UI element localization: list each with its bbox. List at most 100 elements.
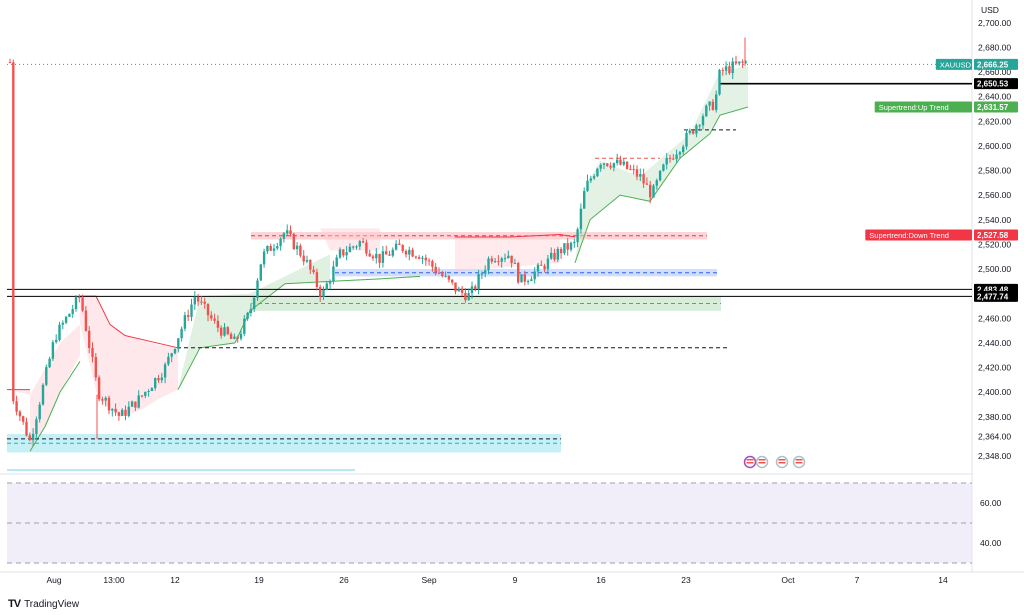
- candle-body[interactable]: [711, 101, 715, 110]
- candle-body[interactable]: [474, 286, 477, 289]
- candle-body[interactable]: [741, 61, 744, 63]
- candle-body[interactable]: [295, 245, 299, 250]
- price-label-value[interactable]: 2,631.57: [977, 103, 1009, 112]
- candle-body[interactable]: [45, 367, 48, 385]
- candle-body[interactable]: [74, 296, 78, 310]
- candle-body[interactable]: [536, 264, 540, 272]
- candle-body[interactable]: [579, 208, 583, 230]
- candle-body[interactable]: [583, 191, 586, 209]
- candle-body[interactable]: [596, 168, 599, 177]
- candle-body[interactable]: [15, 401, 18, 412]
- candle-body[interactable]: [573, 242, 576, 244]
- candle-body[interactable]: [246, 312, 249, 319]
- candle-body[interactable]: [193, 297, 196, 305]
- candle-body[interactable]: [121, 409, 124, 416]
- candle-body[interactable]: [470, 286, 474, 294]
- candle-body[interactable]: [546, 258, 550, 270]
- candle-body[interactable]: [352, 246, 355, 248]
- candle-body[interactable]: [411, 249, 414, 257]
- candle-body[interactable]: [147, 391, 150, 393]
- candle-body[interactable]: [229, 334, 233, 339]
- candle-body[interactable]: [107, 397, 111, 411]
- candle-body[interactable]: [708, 101, 711, 106]
- candle-body[interactable]: [292, 234, 295, 250]
- candle-body[interactable]: [672, 158, 675, 160]
- candle-body[interactable]: [342, 249, 345, 256]
- candle-body[interactable]: [262, 251, 266, 265]
- candle-body[interactable]: [556, 248, 559, 260]
- candle-body[interactable]: [180, 328, 183, 339]
- candle-body[interactable]: [55, 339, 58, 343]
- candle-body[interactable]: [276, 246, 279, 249]
- candle-body[interactable]: [137, 395, 140, 408]
- candle-body[interactable]: [526, 281, 530, 283]
- candle-body[interactable]: [312, 269, 315, 273]
- candle-body[interactable]: [78, 296, 81, 298]
- candle-body[interactable]: [543, 265, 546, 270]
- candle-body[interactable]: [454, 282, 457, 292]
- candle-body[interactable]: [401, 244, 404, 251]
- candle-body[interactable]: [701, 116, 705, 126]
- candle-body[interactable]: [236, 336, 239, 339]
- candle-body[interactable]: [497, 261, 500, 263]
- candle-body[interactable]: [695, 125, 698, 134]
- candle-body[interactable]: [592, 176, 596, 179]
- candle-body[interactable]: [698, 125, 701, 127]
- candle-body[interactable]: [302, 255, 305, 262]
- candle-body[interactable]: [144, 391, 147, 396]
- candle-body[interactable]: [540, 264, 543, 266]
- candle-body[interactable]: [734, 61, 738, 64]
- candle-body[interactable]: [589, 178, 592, 181]
- candle-body[interactable]: [104, 397, 107, 401]
- candle-body[interactable]: [177, 338, 180, 349]
- candle-body[interactable]: [444, 275, 447, 277]
- candle-body[interactable]: [249, 308, 253, 313]
- candle-body[interactable]: [566, 243, 569, 250]
- candle-body[interactable]: [111, 408, 114, 411]
- candle-body[interactable]: [8, 62, 12, 64]
- candle-body[interactable]: [493, 261, 497, 263]
- candle-body[interactable]: [385, 251, 388, 255]
- candle-body[interactable]: [487, 258, 490, 271]
- candle-body[interactable]: [58, 324, 61, 340]
- candle-body[interactable]: [371, 256, 375, 259]
- candle-body[interactable]: [338, 249, 342, 258]
- candle-body[interactable]: [424, 257, 427, 261]
- candle-body[interactable]: [348, 246, 352, 253]
- candle-body[interactable]: [744, 61, 748, 63]
- candle-body[interactable]: [282, 233, 286, 239]
- candle-body[interactable]: [665, 158, 668, 165]
- candle-body[interactable]: [365, 242, 368, 254]
- candle-body[interactable]: [632, 169, 635, 171]
- candle-body[interactable]: [658, 170, 662, 181]
- price-label-value[interactable]: 2,483.48: [977, 285, 1009, 294]
- candle-body[interactable]: [576, 229, 579, 243]
- candle-body[interactable]: [279, 238, 282, 247]
- candle-body[interactable]: [61, 322, 64, 325]
- candle-body[interactable]: [563, 243, 566, 254]
- candle-body[interactable]: [305, 259, 309, 262]
- candle-body[interactable]: [368, 253, 371, 257]
- candle-body[interactable]: [187, 315, 190, 317]
- candle-body[interactable]: [84, 310, 88, 331]
- candle-body[interactable]: [101, 399, 104, 401]
- candle-body[interactable]: [68, 313, 71, 317]
- candle-body[interactable]: [391, 249, 394, 256]
- candle-body[interactable]: [724, 66, 728, 71]
- candle-body[interactable]: [130, 401, 134, 407]
- candle-body[interactable]: [460, 288, 464, 293]
- candle-body[interactable]: [629, 168, 632, 170]
- candle-body[interactable]: [447, 275, 451, 280]
- candle-body[interactable]: [81, 297, 84, 311]
- candle-body[interactable]: [163, 364, 167, 378]
- candle-body[interactable]: [150, 388, 154, 392]
- candle-body[interactable]: [513, 262, 517, 264]
- candle-body[interactable]: [477, 274, 480, 289]
- candle-body[interactable]: [335, 257, 338, 267]
- candle-body[interactable]: [134, 401, 137, 408]
- candle-body[interactable]: [599, 164, 602, 169]
- candle-body[interactable]: [642, 174, 645, 184]
- candle-body[interactable]: [203, 301, 206, 304]
- price-label-value[interactable]: 2,477.74: [977, 292, 1009, 301]
- candle-body[interactable]: [408, 249, 411, 255]
